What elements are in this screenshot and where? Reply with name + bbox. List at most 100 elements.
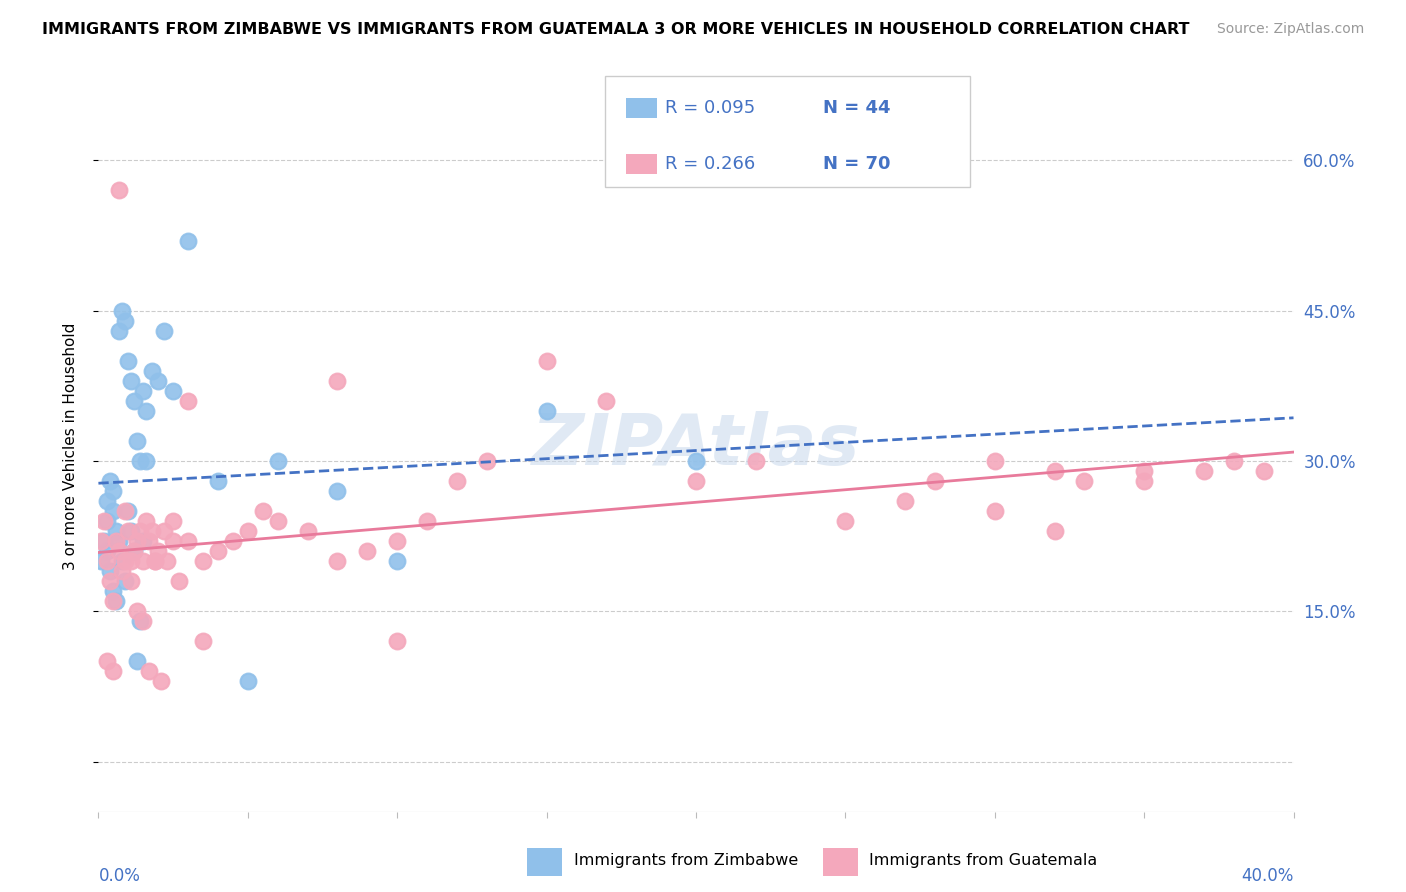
Point <box>111 554 134 568</box>
Point <box>222 534 245 549</box>
Point <box>129 524 152 538</box>
Point <box>98 564 122 578</box>
Point <box>120 574 142 589</box>
Text: Source: ZipAtlas.com: Source: ZipAtlas.com <box>1216 22 1364 37</box>
Point <box>108 324 131 338</box>
Point <box>108 544 131 558</box>
Point <box>177 534 200 549</box>
Point <box>93 514 115 528</box>
Point <box>103 504 125 518</box>
Point <box>124 544 146 558</box>
Point <box>984 454 1007 468</box>
Point <box>111 303 134 318</box>
Point <box>96 554 118 568</box>
Point <box>148 374 170 388</box>
Point <box>1192 464 1215 478</box>
Point <box>117 354 139 368</box>
Point <box>834 514 856 528</box>
Point <box>105 524 128 538</box>
Point <box>894 494 917 508</box>
Point <box>595 393 617 408</box>
Text: R = 0.266: R = 0.266 <box>665 155 755 173</box>
Point <box>96 544 118 558</box>
Point <box>207 474 229 488</box>
Point <box>96 514 118 528</box>
Point <box>135 454 157 468</box>
Point <box>167 574 190 589</box>
Point <box>1073 474 1095 488</box>
Point <box>153 524 176 538</box>
Point <box>93 534 115 549</box>
Point <box>138 665 160 679</box>
Point <box>267 514 290 528</box>
Point <box>536 404 558 418</box>
Point <box>162 534 184 549</box>
Point <box>326 554 349 568</box>
Point <box>120 524 142 538</box>
Point <box>177 234 200 248</box>
Point <box>207 544 229 558</box>
Point <box>138 534 160 549</box>
Point <box>120 554 142 568</box>
Point <box>90 534 112 549</box>
Point <box>135 514 157 528</box>
Point <box>416 514 439 528</box>
Point <box>108 184 131 198</box>
Point <box>252 504 274 518</box>
Point <box>685 454 707 468</box>
Point <box>148 544 170 558</box>
Point <box>124 393 146 408</box>
Point <box>236 524 259 538</box>
Point <box>132 534 155 549</box>
Point <box>117 524 139 538</box>
Text: Immigrants from Zimbabwe: Immigrants from Zimbabwe <box>574 854 797 868</box>
Bar <box>527 848 562 876</box>
Point <box>114 554 136 568</box>
Point <box>127 434 149 448</box>
Point <box>143 554 166 568</box>
Point <box>105 534 128 549</box>
Point <box>98 474 122 488</box>
Point <box>536 354 558 368</box>
Point <box>103 665 125 679</box>
Point <box>103 594 125 608</box>
Point <box>162 384 184 398</box>
Text: N = 70: N = 70 <box>823 155 890 173</box>
Point <box>141 364 163 378</box>
Point <box>105 594 128 608</box>
Point <box>114 574 136 589</box>
Point <box>924 474 946 488</box>
Point <box>111 564 134 578</box>
Point <box>108 534 131 549</box>
Point <box>267 454 290 468</box>
Point <box>984 504 1007 518</box>
Text: N = 44: N = 44 <box>823 99 890 117</box>
Point <box>132 384 155 398</box>
Point <box>385 634 409 648</box>
Point <box>385 554 409 568</box>
Point <box>326 374 349 388</box>
Point <box>127 655 149 669</box>
Point <box>141 524 163 538</box>
Point <box>132 615 155 629</box>
Y-axis label: 3 or more Vehicles in Household: 3 or more Vehicles in Household <box>63 322 77 570</box>
Point <box>117 504 139 518</box>
Point <box>1223 454 1246 468</box>
Point <box>143 554 166 568</box>
Point <box>129 615 152 629</box>
Point <box>103 484 125 499</box>
Point <box>297 524 319 538</box>
Point <box>90 554 112 568</box>
Point <box>356 544 378 558</box>
Point <box>114 504 136 518</box>
Point <box>191 634 214 648</box>
Point <box>103 584 125 599</box>
Point <box>127 534 149 549</box>
Point <box>236 674 259 689</box>
Point <box>685 474 707 488</box>
Text: 40.0%: 40.0% <box>1241 867 1294 885</box>
Point <box>132 554 155 568</box>
Point <box>96 655 118 669</box>
Point <box>124 544 146 558</box>
Point <box>1043 524 1066 538</box>
